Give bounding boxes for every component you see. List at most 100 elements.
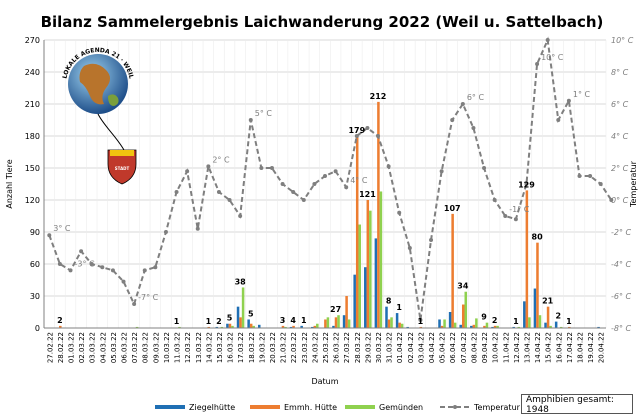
temperature-point — [333, 169, 338, 174]
bar-label: 1 — [206, 317, 212, 326]
bar — [496, 325, 499, 328]
x-tick-label: 23.03.22 — [301, 332, 309, 363]
x-tick-label: 19.03.22 — [258, 332, 266, 363]
y2-tick-label: -4° C — [611, 260, 632, 269]
x-tick-label: 14.04.22 — [534, 332, 542, 363]
temperature-label: 3° C — [53, 224, 71, 233]
x-tick-label: 05.03.22 — [110, 332, 118, 363]
bar — [207, 326, 211, 328]
coat-of-arms-icon — [107, 149, 137, 185]
bar-label: 212 — [370, 92, 387, 101]
x-tick-label: 06.04.22 — [449, 332, 457, 363]
x-tick-label: 14.03.22 — [205, 332, 213, 363]
bar — [281, 325, 285, 328]
x-tick-label: 15.04.22 — [545, 332, 553, 363]
total-label: Amphibien gesamt: — [526, 395, 614, 405]
bar — [440, 325, 444, 328]
bar — [326, 317, 330, 328]
bar — [549, 325, 552, 328]
temperature-point — [588, 174, 593, 178]
temperature-point — [227, 198, 232, 202]
bar — [369, 210, 372, 328]
x-tick-label: 01.04.22 — [396, 332, 404, 363]
bar — [311, 326, 314, 328]
temperature-point — [524, 182, 529, 186]
x-tick-label: 09.04.22 — [481, 332, 489, 363]
x-tick-label: 10.03.22 — [163, 332, 171, 363]
bar — [390, 317, 393, 328]
temperature-point — [110, 268, 115, 273]
y2-tick-label: 10° C — [611, 36, 634, 45]
temperature-label: 5° C — [255, 109, 273, 118]
bar-label: 4 — [290, 316, 296, 325]
temperature-point — [577, 174, 582, 178]
x-tick-label: 25.03.22 — [322, 332, 330, 363]
temperature-point — [429, 238, 434, 242]
total-value: 1948 — [526, 405, 549, 414]
temperature-point — [57, 262, 62, 266]
bar — [377, 101, 380, 328]
bar — [220, 326, 224, 328]
x-tick-label: 11.04.22 — [502, 332, 510, 363]
temperature-point — [503, 214, 508, 218]
x-tick-label: 10.04.22 — [492, 332, 500, 363]
y-tick-label: 210 — [25, 100, 40, 109]
bar-label: 1 — [418, 317, 424, 326]
coat-of-arms-band — [110, 150, 134, 156]
bar — [366, 200, 370, 328]
continent-shape — [108, 94, 119, 106]
bar-label: 1 — [301, 316, 307, 325]
temperature-point — [269, 166, 274, 170]
bar — [470, 325, 473, 328]
bar — [379, 191, 383, 328]
temperature-point — [492, 198, 497, 202]
total-box: Amphibien gesamt: 1948 — [521, 394, 633, 414]
temperature-point — [280, 182, 285, 186]
temperature-point — [354, 134, 359, 138]
bar-label: 129 — [518, 180, 535, 189]
bar — [337, 315, 340, 328]
bar — [544, 322, 547, 328]
bar — [491, 326, 494, 328]
temperature-label: 10° C — [541, 53, 564, 62]
temperature-point — [397, 210, 402, 215]
temperature-point — [609, 198, 614, 202]
y-tick-label: 180 — [25, 132, 40, 141]
bar — [461, 304, 465, 328]
bar — [472, 324, 476, 328]
temperature-point — [174, 190, 179, 194]
x-tick-label: 22.03.22 — [290, 332, 298, 363]
temperature-point — [439, 169, 444, 174]
x-tick-label: 07.04.22 — [460, 332, 468, 363]
temperature-point — [142, 268, 147, 273]
temperature-point — [545, 38, 550, 42]
x-tick-label: 28.02.22 — [57, 332, 65, 363]
temperature-point — [47, 233, 52, 238]
temperature-point — [121, 279, 126, 284]
bar — [374, 238, 378, 328]
balloon-string — [97, 113, 125, 151]
bar — [517, 326, 521, 328]
bar — [485, 322, 489, 328]
bar — [239, 317, 242, 328]
x-tick-label: 27.02.22 — [46, 332, 54, 363]
temperature-point — [418, 318, 423, 322]
bar — [406, 326, 409, 328]
x-tick-label: 07.03.22 — [131, 332, 139, 363]
bar — [528, 317, 531, 328]
x-tick-label: 21.03.22 — [280, 332, 288, 363]
bar-label: 5 — [248, 309, 254, 318]
bar-label: 80 — [532, 233, 544, 242]
bar-label: 1 — [174, 317, 180, 326]
bar-label: 5 — [227, 314, 233, 323]
temperature-point — [513, 217, 518, 222]
x-tick-label: 16.04.22 — [555, 332, 563, 363]
bar-label: 38 — [235, 277, 247, 286]
bar — [387, 319, 391, 328]
temperature-point — [471, 126, 476, 130]
bar — [236, 306, 240, 328]
temperature-point — [556, 118, 561, 122]
y2-tick-label: 0° C — [611, 196, 629, 205]
